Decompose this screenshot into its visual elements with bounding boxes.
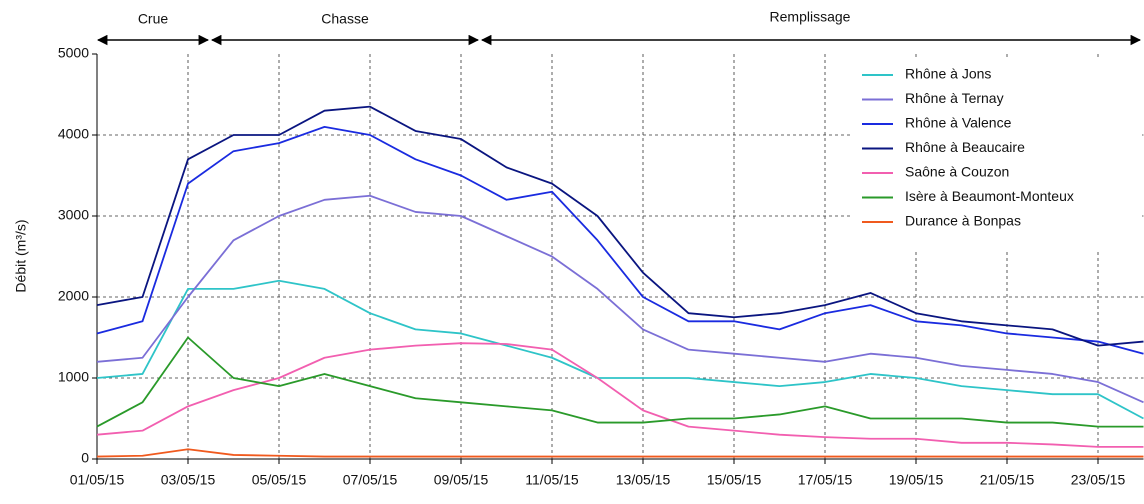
legend: Rhône à Jons Rhône à Ternay Rhône à Valenc… <box>850 60 1142 250</box>
y-axis-label: Débit (m³/s) <box>13 219 29 292</box>
y-tick-label: 3000 <box>58 207 89 223</box>
annotation: Crue <box>138 11 169 27</box>
series-line <box>96 105 1144 347</box>
annotation: Remplissage <box>770 9 851 25</box>
x-tick-label: 05/05/15 <box>252 472 307 488</box>
x-tick-label: 21/05/15 <box>980 472 1035 488</box>
x-tick-label: 11/05/15 <box>525 472 579 488</box>
x-tick-label: 15/05/15 <box>707 472 762 488</box>
legend-label: Rhône à Beaucaire <box>905 139 1025 155</box>
y-tick-label: 1000 <box>58 369 89 385</box>
y-tick-label: 4000 <box>58 126 89 142</box>
series-line <box>96 448 1144 458</box>
x-tick-label: 01/05/15 <box>70 472 125 488</box>
series-line <box>96 342 1144 448</box>
series-line <box>96 336 1144 428</box>
legend-label: Rhône à Jons <box>905 66 991 82</box>
x-tick-label: 03/05/15 <box>161 472 216 488</box>
x-tick-label: 09/05/15 <box>434 472 489 488</box>
legend-label: Isère à Beaumont-Monteux <box>905 188 1074 204</box>
legend-box <box>850 60 1142 250</box>
legend-label: Rhône à Ternay <box>905 90 1004 106</box>
annotation: Chasse <box>321 11 369 27</box>
x-tick-label: 19/05/15 <box>889 472 944 488</box>
x-tick-label: 07/05/15 <box>343 472 398 488</box>
x-tick-label: 13/05/15 <box>616 472 671 488</box>
legend-label: Durance à Bonpas <box>905 213 1021 229</box>
y-tick-label: 2000 <box>58 288 89 304</box>
x-tick-label: 17/05/15 <box>798 472 853 488</box>
series-line <box>96 194 1144 404</box>
series-line <box>96 126 1144 355</box>
x-tick-label: 23/05/15 <box>1071 472 1126 488</box>
legend-label: Saône à Couzon <box>905 164 1009 180</box>
y-tick-label: 5000 <box>58 45 89 61</box>
y-tick-label: 0 <box>81 450 89 466</box>
legend-label: Rhône à Valence <box>905 115 1012 131</box>
series-line <box>96 279 1144 420</box>
